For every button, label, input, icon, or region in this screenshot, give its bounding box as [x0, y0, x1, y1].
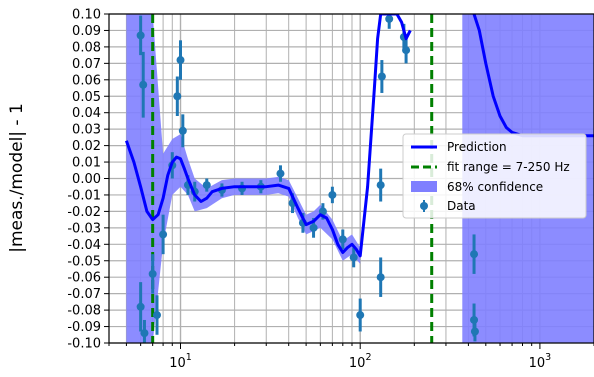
data-point [136, 31, 145, 40]
y-tick-label: -0.08 [67, 304, 101, 319]
x-tick-label: 102 [349, 352, 372, 371]
y-tick-label: 0.08 [72, 40, 101, 55]
data-point [153, 311, 162, 320]
y-tick-label: -0.07 [67, 287, 101, 302]
y-tick-label: 0.05 [72, 90, 101, 105]
data-point [139, 80, 148, 89]
legend: Prediction fit range = 7-250 Hz 68% conf… [402, 133, 587, 219]
legend-box [402, 133, 587, 219]
data-point [173, 92, 182, 101]
y-tick-label: 0.10 [72, 8, 101, 23]
y-tick-label: 0.00 [72, 172, 101, 187]
y-tick-label: 0.09 [72, 24, 101, 39]
data-point [376, 273, 385, 282]
y-axis-label: |meas./model| - 1 [7, 103, 27, 253]
data-point [148, 269, 157, 278]
data-point [309, 223, 318, 232]
legend-label-fit-range: fit range = 7-250 Hz [447, 160, 570, 174]
y-tick-label: -0.06 [67, 271, 101, 286]
data-point [470, 327, 479, 336]
confidence-band-area [126, 14, 361, 343]
data-point [356, 311, 365, 320]
y-tick-label: -0.05 [67, 254, 101, 269]
axis-ticks: -0.10 -0.09-0.08 -0.07-0.06 -0.05-0.04 -0.03… [67, 8, 594, 371]
y-tick-label: 0.06 [72, 73, 101, 88]
y-tick-label: -0.10 [67, 337, 101, 352]
legend-label-prediction: Prediction [447, 140, 507, 154]
data-point [338, 235, 347, 244]
data-point [328, 190, 337, 199]
y-tick-label: 0.04 [72, 106, 101, 121]
data-point [402, 46, 411, 55]
y-tick-label: -0.09 [67, 320, 101, 335]
data-point [376, 181, 385, 190]
legend-swatch-confidence [411, 181, 437, 192]
data-point [136, 302, 145, 311]
y-tick-label: -0.04 [67, 238, 101, 253]
data-point [385, 14, 394, 23]
prediction-line-path [124, 14, 412, 258]
legend-swatch-data-dot [420, 202, 428, 210]
x-tick-label: 103 [529, 352, 552, 371]
data-point [140, 329, 149, 338]
data-point [176, 56, 185, 65]
y-tick-label: 0.01 [72, 156, 101, 171]
y-tick-label: -0.03 [67, 221, 101, 236]
data-point [470, 250, 479, 259]
data-point [377, 72, 386, 81]
x-tick-label: 101 [169, 352, 192, 371]
data-point [178, 126, 187, 135]
data-point [159, 230, 168, 239]
data-point [276, 169, 285, 178]
y-tick-label: 0.07 [72, 57, 101, 72]
data-point [349, 253, 358, 262]
y-tick-label: -0.01 [67, 188, 101, 203]
legend-label-confidence: 68% confidence [447, 180, 543, 194]
legend-label-data: Data [447, 199, 476, 213]
y-tick-label: 0.02 [72, 139, 101, 154]
y-tick-label: -0.02 [67, 205, 101, 220]
data-point [202, 181, 211, 190]
y-tick-label: 0.03 [72, 123, 101, 138]
